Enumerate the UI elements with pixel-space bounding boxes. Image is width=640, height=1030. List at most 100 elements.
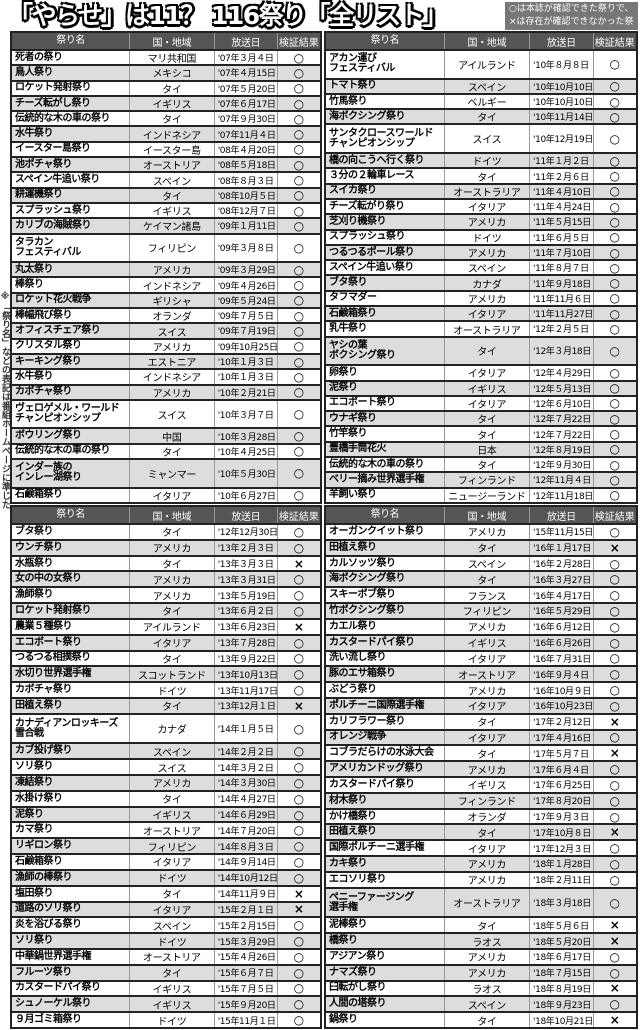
country: フィリピン xyxy=(129,839,214,854)
country: メキシコ xyxy=(129,66,214,80)
table-row: 石鹸箱祭り イタリア '10年６月27日 ○ xyxy=(12,486,320,503)
festival-name: スキーボブ祭り xyxy=(329,589,396,601)
country: オランダ xyxy=(129,309,214,323)
verification-result: ○ xyxy=(276,444,320,458)
festival-name: ヤシの葉 ボクシング祭り xyxy=(329,339,396,361)
table-row: カキ祭り アメリカ '18年１月28日 ○ xyxy=(326,855,636,871)
broadcast-date: '15年11月15日 xyxy=(529,525,593,539)
festival-name: アメリカンドッグ祭り xyxy=(329,763,424,775)
verification-result: ○ xyxy=(592,873,636,887)
broadcast-date: '09年５月24日 xyxy=(213,293,277,308)
broadcast-date: '08年８月３日 xyxy=(213,173,277,187)
verification-result: ○ xyxy=(276,604,320,618)
country: イギリス xyxy=(129,981,214,996)
festival-name: 豚のエサ箱祭り xyxy=(329,668,396,680)
country: ミャンマー xyxy=(129,460,214,487)
broadcast-date: '07年11月４日 xyxy=(213,127,277,141)
table-row: 鍋祭り タイ '18年10月21日 × xyxy=(326,1011,636,1028)
verification-result: ○ xyxy=(276,667,320,681)
table-row: オレンジ戦争 イタリア '17年４月16日 ○ xyxy=(326,728,636,745)
broadcast-date: '18年５月６日 xyxy=(529,918,593,933)
broadcast-date: '17年６月４日 xyxy=(529,762,593,776)
festival-name: スプラッシュ祭り xyxy=(15,204,92,216)
header-result: 検証結果 xyxy=(592,507,636,523)
festival-name: 水掛け祭り xyxy=(15,792,63,804)
country: オーストリア xyxy=(443,667,529,682)
broadcast-date: '13年12月１日 xyxy=(213,698,277,713)
festival-name: カキ祭り xyxy=(329,857,367,869)
verification-result: ○ xyxy=(276,839,320,853)
table-row: つるつる相撲祭り タイ '13年９月22日 ○ xyxy=(12,649,320,666)
festival-name: 竹竿祭り xyxy=(329,428,367,440)
country: 中国 xyxy=(129,429,214,444)
table-row: アカン運び フェスティバル アイルランド '10年８月８日 ○ xyxy=(326,49,636,78)
table-row: 水掛け祭り タイ '14年４月27日 ○ xyxy=(12,789,320,806)
festival-name: カスタードパイ祭り xyxy=(329,636,415,648)
festival-name: 国際ポルチーニ選手権 xyxy=(329,842,424,854)
country: タイ xyxy=(129,525,214,539)
festival-name: タフマダー xyxy=(329,292,377,304)
country: フィリピン xyxy=(129,234,214,262)
broadcast-date: '12年２月５日 xyxy=(529,322,593,336)
table-row: 農業５種祭り アイルランド '13年６月23日 × xyxy=(12,617,320,634)
table-row: 漁師の棒祭り ドイツ '14年10月12日 ○ xyxy=(12,868,320,885)
verification-result: ○ xyxy=(592,488,636,502)
table-row: 臼転がし祭り ラオス '18年８月19日 × xyxy=(326,979,636,996)
festival-name: スペイン牛追い祭り xyxy=(15,174,100,186)
country: アメリカ xyxy=(443,872,529,887)
festival-name: ベリー摘み世界選手権 xyxy=(329,473,424,485)
festival-name: 伝統的な木の車の祭り xyxy=(15,112,111,124)
verification-result: ○ xyxy=(592,261,636,275)
verification-result: ○ xyxy=(276,400,320,428)
verification-result: ○ xyxy=(276,309,320,323)
verification-result: ○ xyxy=(592,169,636,183)
country: イギリス xyxy=(443,778,529,792)
verification-result: ○ xyxy=(592,794,636,808)
verification-result: ○ xyxy=(592,337,636,365)
festival-name: カボチャ祭り xyxy=(15,386,72,398)
table-row: タフマダー アメリカ '11年11月６日 ○ xyxy=(326,289,636,306)
side-note: ※「祭り名」などの表記は番組ホームページに準じた xyxy=(0,292,10,509)
country: アメリカ xyxy=(443,215,529,229)
verification-result: × xyxy=(592,1013,636,1027)
table-row: カボチャ祭り ドイツ '13年11月17日 ○ xyxy=(12,681,320,698)
festival-name: インダー族の インレー湖祭り xyxy=(15,462,82,484)
country: イタリア xyxy=(443,730,529,745)
broadcast-date: '11年７月10日 xyxy=(529,245,593,260)
country: オーストリア xyxy=(129,158,214,172)
festival-name: つるつるポール祭り xyxy=(329,246,415,258)
festival-name: 泥祭り xyxy=(15,808,44,820)
broadcast-date: '16年７月31日 xyxy=(529,651,593,666)
broadcast-date: '18年１月28日 xyxy=(529,857,593,871)
country: タイ xyxy=(443,458,529,472)
country: イギリス xyxy=(443,635,529,650)
verification-result: ○ xyxy=(592,473,636,487)
verification-result: ○ xyxy=(592,276,636,290)
header-result: 検証結果 xyxy=(276,507,320,523)
festival-name: ロケット発射祭り xyxy=(15,604,92,616)
festival-name: イースター島祭り xyxy=(15,143,91,155)
verification-result: ○ xyxy=(592,246,636,260)
festival-name: ポルチーニ国際選手権 xyxy=(329,699,424,711)
broadcast-date: '08年５月18日 xyxy=(213,158,277,172)
festival-name: チーズ転がし祭り xyxy=(15,97,91,109)
broadcast-date: '15年２月１日 xyxy=(213,902,277,917)
verification-result: ○ xyxy=(592,396,636,410)
country: タイ xyxy=(129,651,214,666)
verification-result: ○ xyxy=(276,355,320,369)
festival-name: 漁師の棒祭り xyxy=(15,871,73,883)
festival-name: ヴェロゲメル・ワールド チャンピオンシップ xyxy=(15,403,120,425)
table-row: 芝刈り機祭り アメリカ '11年５月15日 ○ xyxy=(326,213,636,229)
festival-name: ロケット花火戦争 xyxy=(15,294,92,306)
country: タイ xyxy=(129,604,214,618)
country: ベルギー xyxy=(443,94,529,109)
table-row: 田植え祭り タイ '17年10月８日 × xyxy=(326,823,636,840)
festival-name: ボウリング祭り xyxy=(15,430,82,442)
festival-name: スプラッシュ祭り xyxy=(329,231,405,243)
festival-name: コブラだらけの水泳大会 xyxy=(329,747,434,759)
verification-result: ○ xyxy=(592,888,636,917)
festival-name: 鳥人祭り xyxy=(15,66,54,78)
country: タイ xyxy=(129,965,214,980)
table-row: 田植え祭り タイ '16年１月17日 × xyxy=(326,538,636,555)
verification-result: ○ xyxy=(276,127,320,141)
